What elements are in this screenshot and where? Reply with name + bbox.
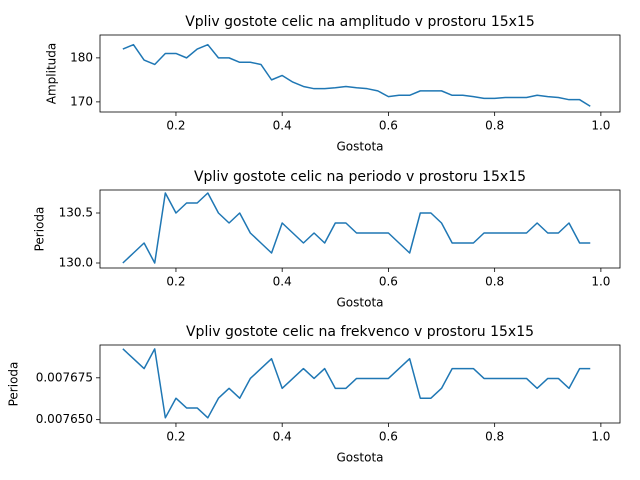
chart-title: Vpliv gostote celic na periodo v prostor… <box>194 169 526 185</box>
plot-frame <box>99 189 621 269</box>
data-line <box>122 348 591 419</box>
x-tick-label: 0.2 <box>166 119 185 133</box>
x-tick-label: 0.8 <box>485 430 504 444</box>
x-axis-label: Gostota <box>337 296 384 310</box>
x-axis-label: Gostota <box>337 451 384 465</box>
data-line <box>122 192 591 264</box>
y-tick-label: 170 <box>70 94 93 108</box>
x-tick-label: 0.8 <box>485 275 504 289</box>
data-line <box>122 43 591 107</box>
x-tick-label: 0.4 <box>273 430 292 444</box>
y-axis-label: Perioda <box>7 362 21 407</box>
y-axis-label: Amplituda <box>45 43 59 104</box>
x-tick-label: 1.0 <box>591 275 610 289</box>
x-tick-label: 1.0 <box>591 119 610 133</box>
x-tick-label: 0.8 <box>485 119 504 133</box>
x-tick-label: 1.0 <box>591 430 610 444</box>
y-axis-label: Perioda <box>33 207 47 252</box>
plot-frame <box>99 34 621 113</box>
x-tick-label: 0.2 <box>166 430 185 444</box>
x-tick-label: 0.4 <box>273 119 292 133</box>
y-tick-label: 130.5 <box>59 206 93 220</box>
y-tick-label: 0.007650 <box>36 412 93 426</box>
x-tick-label: 0.2 <box>166 275 185 289</box>
plot-frame <box>99 344 621 424</box>
x-tick-label: 0.4 <box>273 275 292 289</box>
x-tick-label: 0.6 <box>379 119 398 133</box>
chart-title: Vpliv gostote celic na amplitudo v prost… <box>185 14 535 30</box>
chart-title: Vpliv gostote celic na frekvenco v prost… <box>186 324 534 340</box>
y-tick-label: 180 <box>70 50 93 64</box>
x-tick-label: 0.6 <box>379 430 398 444</box>
y-tick-label: 0.007675 <box>36 370 93 384</box>
x-tick-label: 0.6 <box>379 275 398 289</box>
y-tick-label: 130.0 <box>59 256 93 270</box>
x-axis-label: Gostota <box>337 140 384 154</box>
